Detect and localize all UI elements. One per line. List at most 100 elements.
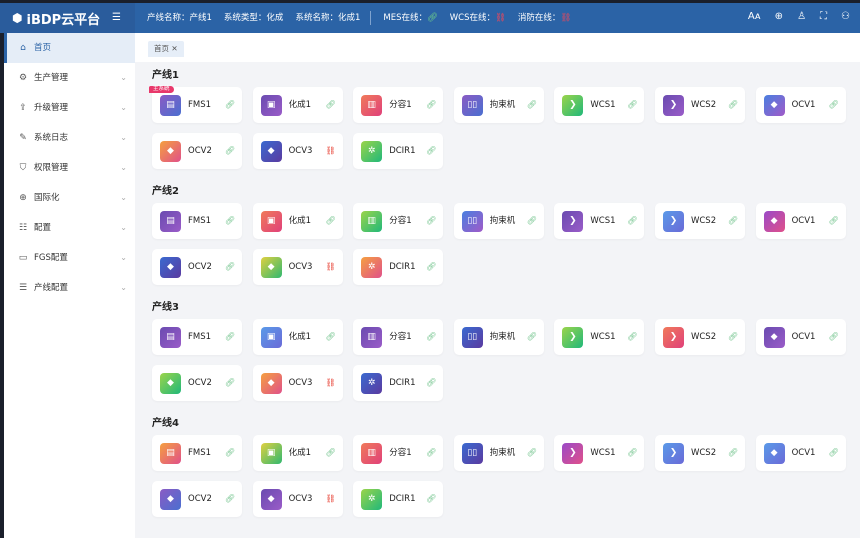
- sidebar-item-4[interactable]: ⛉ 权限管理 ⌄: [4, 153, 135, 183]
- system-card[interactable]: ❯ WCS2 🔗︎: [654, 319, 745, 355]
- system-card[interactable]: ▯▯ 拘束机 🔗︎: [453, 87, 544, 123]
- system-card[interactable]: ❯ WCS1 🔗︎: [554, 319, 645, 355]
- link-icon: 🔗︎: [426, 378, 437, 387]
- system-card[interactable]: ◆ OCV2 🔗︎: [152, 365, 242, 401]
- sidebar-item-3[interactable]: ✎ 系统日志 ⌄: [4, 123, 135, 153]
- sidebar-item-7[interactable]: ▭ FGS配置 ⌄: [4, 243, 135, 273]
- system-card[interactable]: ✲ DCIR1 🔗︎: [353, 365, 444, 401]
- system-name: OCV2: [188, 146, 212, 156]
- system-icon: ✲: [361, 372, 383, 394]
- card-grid: ▤ FMS1 🔗︎ ▣ 化成1 🔗︎ ▥ 分容1 🔗︎ ▯▯ 拘束机 🔗︎ ❯ WCS1 🔗︎ ❯ WCS2 🔗︎…: [152, 319, 860, 401]
- system-name: WCS2: [690, 448, 717, 458]
- system-card[interactable]: ▯▯ 拘束机 🔗︎: [453, 203, 544, 239]
- system-card[interactable]: ▥ 分容1 🔗︎: [353, 87, 444, 123]
- font-size-icon[interactable]: Aᴀ: [747, 11, 761, 22]
- sidebar-item-2[interactable]: ⇪ 升级管理 ⌄: [4, 93, 135, 123]
- production-icon: ⚙: [18, 73, 28, 83]
- system-name: FMS1: [188, 448, 212, 458]
- system-card[interactable]: ◆ OCV2 🔗︎: [152, 481, 242, 517]
- system-icon: ▤: [160, 442, 181, 464]
- broken-link-icon: ⛓︎: [325, 378, 336, 387]
- system-card[interactable]: ◆ OCV1 🔗︎: [755, 319, 846, 355]
- monitor-icon: ▭: [18, 253, 28, 263]
- system-card[interactable]: ❯ WCS2 🔗︎: [654, 87, 745, 123]
- system-card[interactable]: ◆ OCV3 ⛓︎: [252, 365, 343, 401]
- link-icon: 🔗︎: [627, 100, 638, 109]
- link-icon: 🔗︎: [526, 448, 537, 457]
- system-icon: ▯▯: [461, 442, 483, 464]
- system-name: DCIR1: [389, 378, 416, 388]
- link-icon: 🔗︎: [426, 216, 437, 225]
- system-card[interactable]: ▣ 化成1 🔗︎: [252, 203, 343, 239]
- system-card[interactable]: ◆ OCV3 ⛓︎: [252, 249, 343, 285]
- system-name: FMS1: [188, 216, 212, 226]
- system-card[interactable]: ❯ WCS1 🔗︎: [554, 87, 645, 123]
- system-card[interactable]: ❯ WCS1 🔗︎: [554, 203, 645, 239]
- system-card[interactable]: ▥ 分容1 🔗︎: [353, 319, 444, 355]
- system-card[interactable]: 主系统 ▤ FMS1 🔗︎: [149, 86, 242, 123]
- system-card[interactable]: ✲ DCIR1 🔗︎: [353, 481, 444, 517]
- system-card[interactable]: ▣ 化成1 🔗︎: [252, 319, 343, 355]
- fullscreen-icon[interactable]: ⛶: [820, 11, 828, 22]
- sidebar-item-1[interactable]: ⚙ 生产管理 ⌄: [4, 63, 135, 93]
- link-icon: 🔗︎: [325, 332, 336, 341]
- system-card[interactable]: ▤ FMS1 🔗︎: [152, 435, 242, 471]
- sidebar-item-5[interactable]: ⊕ 国际化 ⌄: [4, 183, 135, 213]
- sidebar-item-label: 生产管理: [34, 73, 69, 83]
- system-card[interactable]: ◆ OCV2 🔗︎: [152, 133, 242, 169]
- system-name: OCV3: [288, 378, 313, 388]
- system-icon: ❯: [562, 442, 584, 464]
- system-card[interactable]: ▣ 化成1 🔗︎: [252, 435, 343, 471]
- link-icon: 🔗︎: [224, 262, 236, 271]
- system-icon: ◆: [160, 488, 181, 510]
- globe-icon[interactable]: ⊕: [774, 11, 784, 22]
- system-card[interactable]: ▤ FMS1 🔗︎: [152, 203, 242, 239]
- system-icon: ❯: [562, 94, 584, 116]
- link-icon: 🔗︎: [426, 494, 437, 503]
- tab-label: 首页: [154, 44, 169, 53]
- fire-status: 消防在线：⛓︎: [518, 12, 571, 24]
- system-icon: ❯: [662, 210, 684, 232]
- system-card[interactable]: ▥ 分容1 🔗︎: [353, 203, 444, 239]
- system-card[interactable]: ◆ OCV1 🔗︎: [755, 87, 846, 123]
- system-name: 化成1: [288, 332, 312, 342]
- system-icon: ▣: [260, 94, 282, 116]
- system-name: OCV3: [288, 146, 313, 156]
- system-card[interactable]: ▥ 分容1 🔗︎: [353, 435, 444, 471]
- link-icon: 🔗︎: [727, 100, 739, 109]
- list-icon: ☰: [18, 283, 28, 293]
- system-card[interactable]: ◆ OCV1 🔗︎: [755, 435, 846, 471]
- system-card[interactable]: ❯ WCS2 🔗︎: [654, 435, 745, 471]
- theme-shirt-icon[interactable]: ♙: [797, 11, 807, 22]
- system-name: OCV1: [791, 216, 816, 226]
- sidebar-item-0[interactable]: ⌂ 首页: [4, 33, 135, 63]
- user-icon[interactable]: ⚇: [841, 11, 850, 22]
- system-card[interactable]: ✲ DCIR1 🔗︎: [353, 249, 444, 285]
- system-card[interactable]: ▤ FMS1 🔗︎: [152, 319, 242, 355]
- system-card[interactable]: ▯▯ 拘束机 🔗︎: [453, 319, 544, 355]
- system-card[interactable]: ◆ OCV2 🔗︎: [152, 249, 242, 285]
- sidebar: ⌂ 首页 ⚙ 生产管理 ⌄ ⇪ 升级管理 ⌄ ✎ 系统日志 ⌄ ⛉ 权限管理 ⌄ ⊕ 国际化 ⌄ ☷ 配置 ⌄ ▭ FGS…: [4, 33, 135, 538]
- menu-toggle-icon[interactable]: ☰: [112, 3, 135, 33]
- sidebar-item-label: 系统日志: [34, 133, 69, 143]
- system-name: 拘束机: [489, 216, 516, 226]
- close-icon[interactable]: ✕: [171, 44, 178, 53]
- system-card[interactable]: ▯▯ 拘束机 🔗︎: [453, 435, 544, 471]
- link-icon: 🔗︎: [224, 494, 236, 503]
- system-card[interactable]: ◆ OCV1 🔗︎: [755, 203, 846, 239]
- system-card[interactable]: ❯ WCS1 🔗︎: [554, 435, 645, 471]
- system-icon: ◆: [260, 372, 282, 394]
- link-icon: 🔗︎: [627, 448, 638, 457]
- system-card[interactable]: ✲ DCIR1 🔗︎: [353, 133, 444, 169]
- sidebar-item-8[interactable]: ☰ 产线配置 ⌄: [4, 273, 135, 303]
- system-card[interactable]: ▣ 化成1 🔗︎: [252, 87, 343, 123]
- system-card[interactable]: ❯ WCS2 🔗︎: [654, 203, 745, 239]
- link-icon: 🔗︎: [224, 100, 236, 109]
- card-grid: ▤ FMS1 🔗︎ ▣ 化成1 🔗︎ ▥ 分容1 🔗︎ ▯▯ 拘束机 🔗︎ ❯ WCS1 🔗︎ ❯ WCS2 🔗︎…: [152, 203, 860, 285]
- sidebar-item-6[interactable]: ☷ 配置 ⌄: [4, 213, 135, 243]
- chevron-down-icon: ⌄: [120, 253, 127, 262]
- system-name: WCS1: [590, 448, 616, 458]
- system-card[interactable]: ◆ OCV3 ⛓︎: [252, 481, 343, 517]
- tab-home[interactable]: 首页 ✕: [148, 41, 184, 57]
- system-card[interactable]: ◆ OCV3 ⛓︎: [252, 133, 343, 169]
